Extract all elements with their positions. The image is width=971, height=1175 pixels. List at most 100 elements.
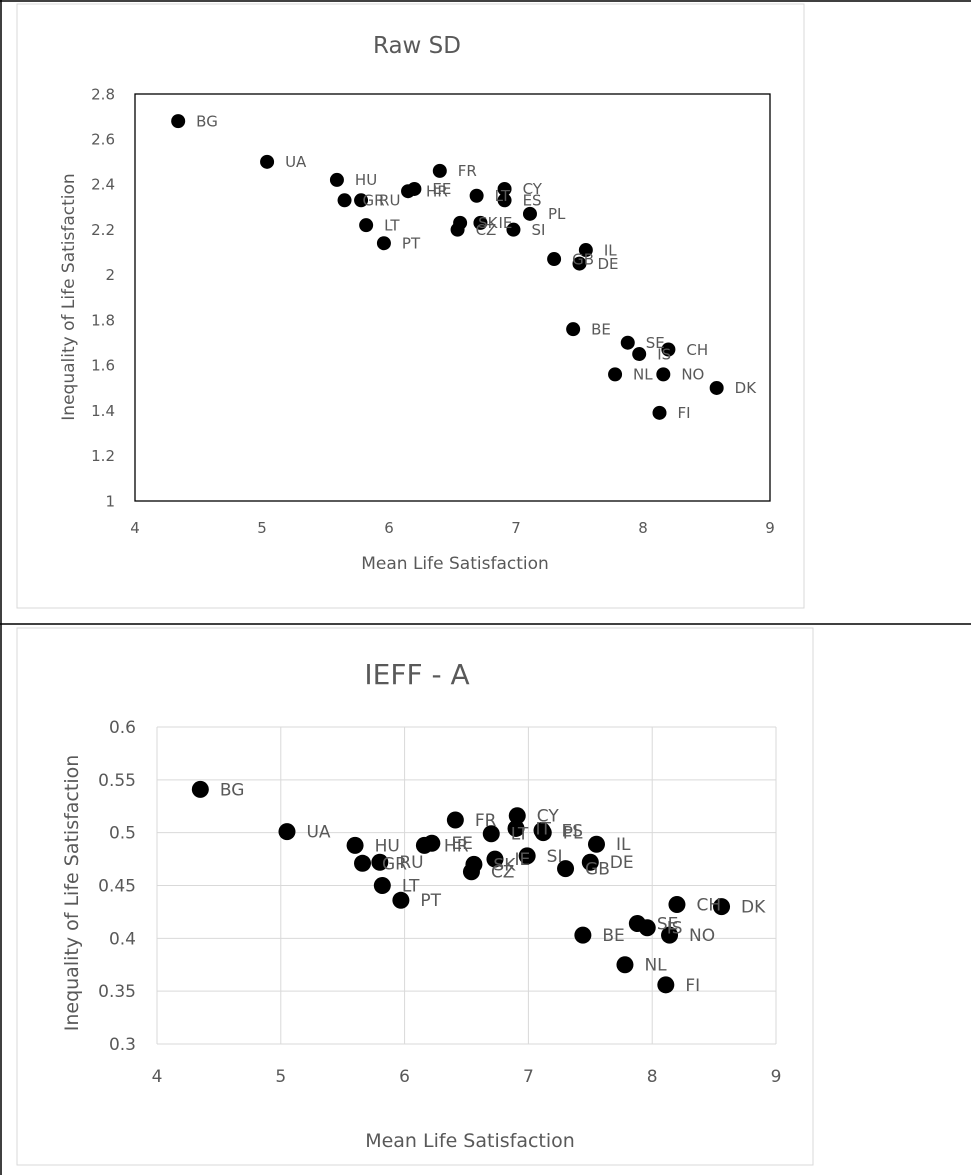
data-label-be: BE <box>602 926 624 946</box>
data-label-es: ES <box>523 192 542 210</box>
y-tick-label: 1 <box>105 492 115 510</box>
data-label-ie: IE <box>498 214 512 232</box>
data-label-sk: SK <box>493 855 516 875</box>
data-point-ua <box>278 823 296 841</box>
data-point-ch <box>661 342 676 357</box>
x-tick-label: 9 <box>771 1067 782 1087</box>
x-tick-label: 8 <box>647 1067 658 1087</box>
data-point-pl <box>534 824 552 842</box>
data-label-hu: HU <box>355 171 377 189</box>
data-label-lt: LT <box>402 876 420 896</box>
data-label-lt: LT <box>511 825 529 845</box>
data-point-fr <box>432 163 447 178</box>
data-point-no <box>661 926 679 944</box>
data-point-lt <box>359 218 374 233</box>
data-label-fr: FR <box>475 811 497 831</box>
data-point-gr <box>337 193 352 208</box>
point-labels: BGUAHUGRRULTPTHREEFRCZSKLTIECYITSIESPLGB… <box>220 780 766 995</box>
data-label-fi: FI <box>685 976 700 996</box>
data-label-ie: IE <box>514 850 530 870</box>
data-label-nl: NL <box>633 366 653 384</box>
y-tick-label: 1.4 <box>91 402 115 420</box>
data-point-hu <box>329 172 344 187</box>
data-point-il <box>587 835 605 853</box>
data-point-ie <box>486 850 504 868</box>
data-point-ch <box>668 896 686 914</box>
data-point-cy <box>497 181 512 196</box>
data-label-si: SI <box>531 221 545 239</box>
data-label-it: IT <box>536 819 552 839</box>
chart-raw-sd: Raw SD 1 1.2 1.4 1.6 1.8 2 2.2 2.4 2.6 2.8 4 5 6 7 8 9… <box>16 3 805 609</box>
data-point-si <box>506 222 521 237</box>
data-point-fr <box>446 811 464 829</box>
data-point-es <box>497 193 512 208</box>
data-label-no: NO <box>681 366 704 384</box>
data-label-nl: NL <box>644 956 667 976</box>
data-label-ru: RU <box>379 192 400 210</box>
x-tick-label: 8 <box>638 519 648 537</box>
data-point-ua <box>260 154 275 169</box>
data-label-de: DE <box>610 853 634 873</box>
data-point-ru <box>354 193 369 208</box>
data-point-de <box>581 853 599 871</box>
data-label-be: BE <box>591 320 611 338</box>
data-label-se: SE <box>657 914 679 934</box>
data-point-fi <box>657 976 675 994</box>
data-point-be <box>566 322 581 337</box>
data-label-gb: GB <box>585 860 610 880</box>
data-point-ie <box>473 215 488 230</box>
data-label-ch: CH <box>696 895 721 915</box>
data-point-se <box>620 335 635 350</box>
y-tick-label: 2.4 <box>91 176 115 194</box>
data-label-dk: DK <box>741 898 766 918</box>
y-tick-label: 0.45 <box>98 876 136 896</box>
chart-ieff-a: IEFF - A 0.3 0.35 0.4 0.45 0.5 0.55 0.6 4 5 6 7 8 9… <box>16 627 814 1166</box>
x-tick-label: 6 <box>384 519 394 537</box>
data-label-ua: UA <box>285 153 307 171</box>
data-label-ee: EE <box>451 834 472 854</box>
data-label-gr: GR <box>382 854 407 874</box>
data-label-lt: LT <box>495 187 511 205</box>
scatter-points <box>191 780 731 994</box>
y-tick-label: 1.6 <box>91 357 115 375</box>
data-point-hu <box>346 836 364 854</box>
data-point-bg <box>171 114 186 129</box>
data-point-pt <box>392 891 410 909</box>
data-label-pt: PT <box>420 891 441 911</box>
data-label-bg: BG <box>220 780 245 800</box>
data-label-si: SI <box>547 847 563 867</box>
data-label-no: NO <box>689 926 715 946</box>
x-tick-labels: 4 5 6 7 8 9 <box>130 519 775 537</box>
y-axis-label: Inequality of Life Satisfaction <box>61 755 83 1032</box>
data-point-si <box>518 847 536 865</box>
data-point-cy <box>508 807 526 825</box>
data-label-hu: HU <box>375 836 400 856</box>
data-point-gr <box>354 854 372 872</box>
y-tick-label: 2.8 <box>91 85 115 103</box>
data-label-fi: FI <box>678 404 691 422</box>
data-point-is <box>632 347 647 362</box>
data-label-cz: CZ <box>476 221 497 239</box>
data-label-pt: PT <box>402 234 421 252</box>
plot-area-border <box>134 93 771 502</box>
y-tick-label: 1.2 <box>91 447 115 465</box>
data-point-nl <box>616 956 634 974</box>
data-point-is <box>638 919 656 937</box>
data-point-il <box>578 243 593 258</box>
y-tick-label: 0.6 <box>109 718 136 738</box>
scatter-points <box>171 114 724 420</box>
data-label-cy: CY <box>523 180 543 198</box>
data-point-lt <box>469 188 484 203</box>
data-label-cz: CZ <box>491 863 515 883</box>
data-point-pt <box>376 236 391 251</box>
data-label-il: IL <box>604 241 617 259</box>
data-point-ee <box>407 181 422 196</box>
data-label-bg: BG <box>196 112 218 130</box>
y-tick-label: 0.35 <box>98 982 136 1002</box>
data-label-de: DE <box>598 255 619 273</box>
data-label-cy: CY <box>537 807 560 827</box>
y-tick-label: 0.4 <box>109 929 136 949</box>
y-tick-label: 0.55 <box>98 771 136 791</box>
data-label-ch: CH <box>686 341 708 359</box>
